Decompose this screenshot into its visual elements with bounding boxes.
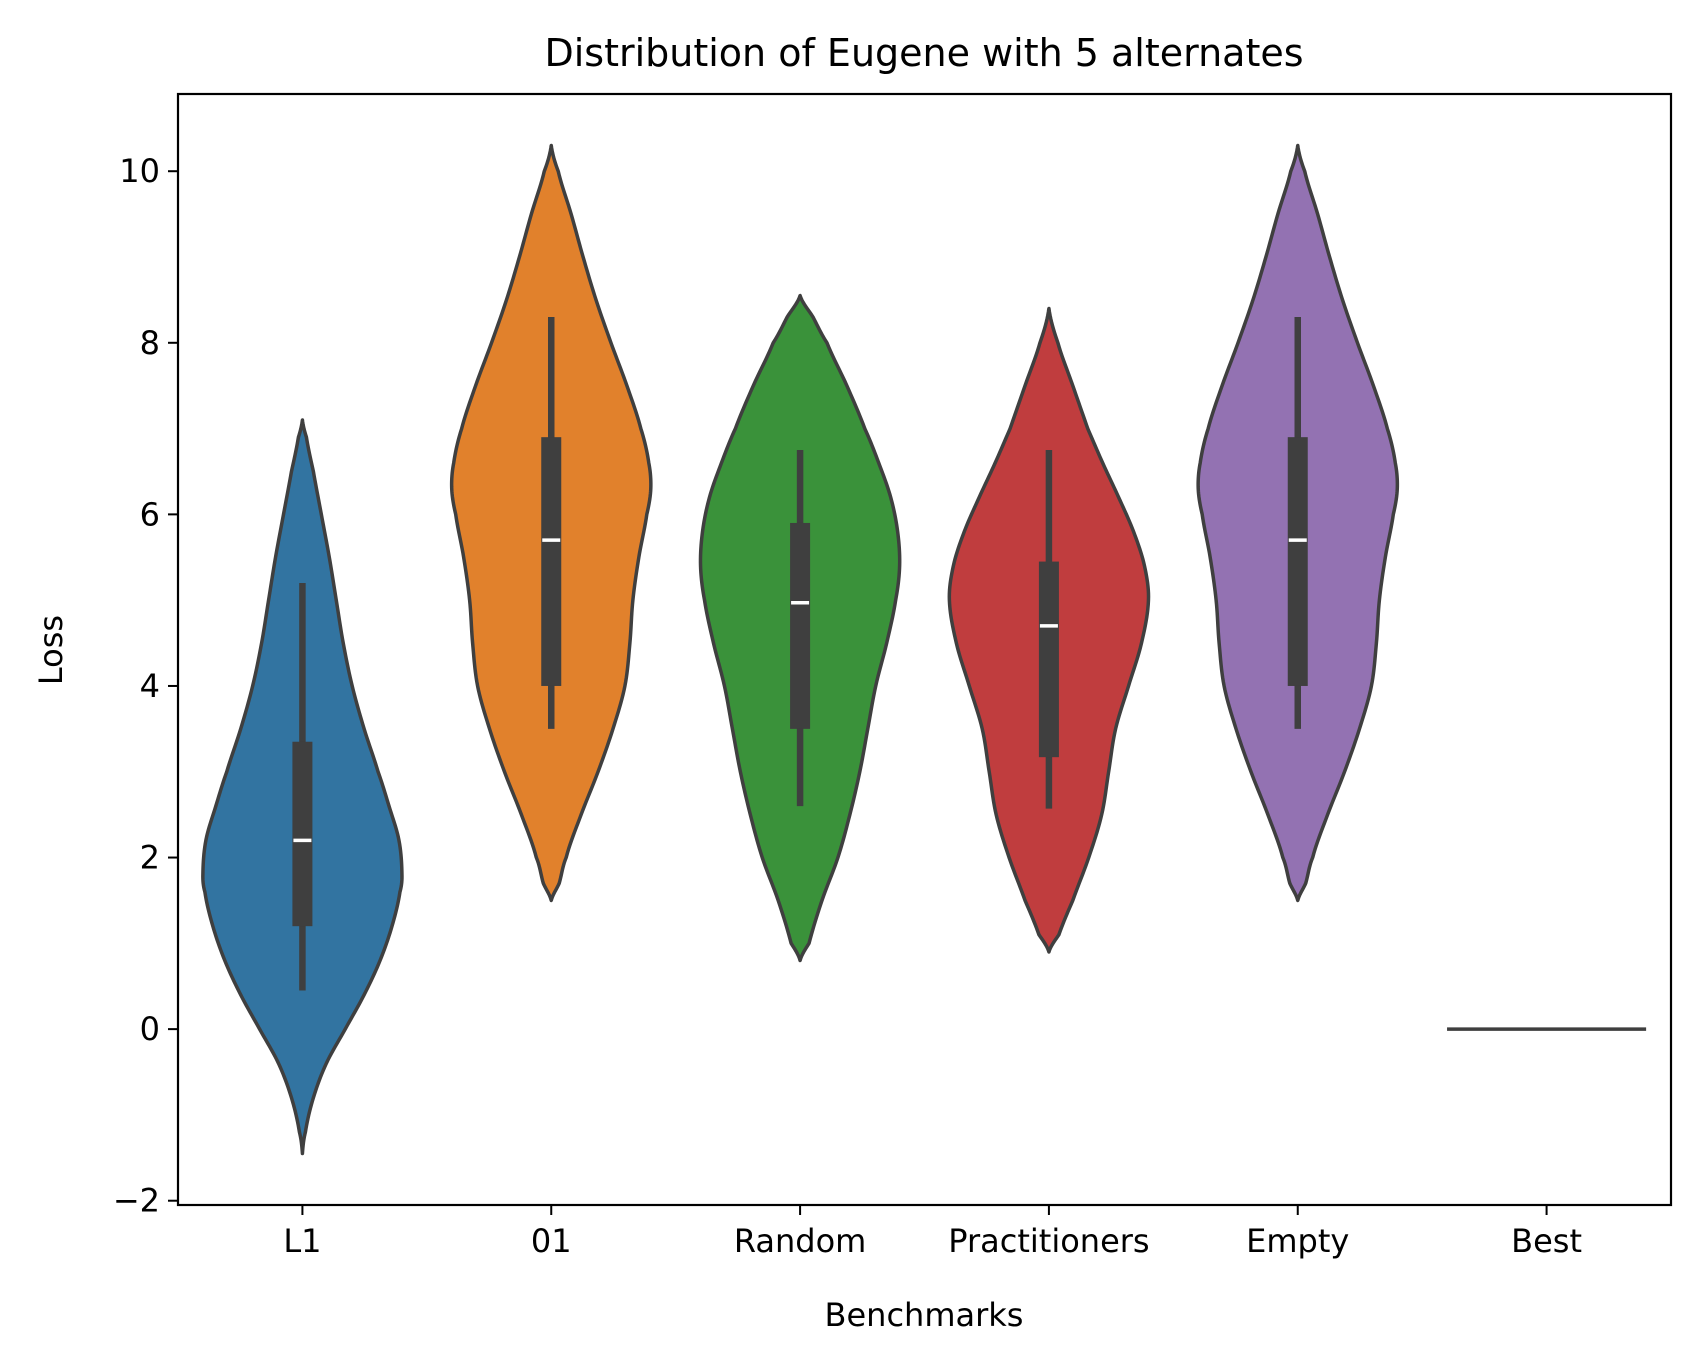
x-axis: L1 01 Random Practitioners Empty Best (283, 1205, 1582, 1260)
y-tick-label: −2 (113, 1182, 160, 1220)
violin-empty (1196, 143, 1400, 903)
violin-iqr-box (1287, 437, 1308, 686)
x-tick-label: Random (734, 1222, 866, 1260)
y-tick-label: 4 (140, 667, 160, 705)
violin-random (698, 293, 902, 963)
violin-iqr-box (292, 741, 313, 927)
plot-frame (176, 92, 1673, 1207)
violin-iqr-box (1038, 561, 1059, 758)
x-tick-label: L1 (283, 1222, 321, 1260)
violin-practitioners (947, 306, 1151, 954)
y-tick-label: 8 (140, 324, 160, 362)
chart-title: Distribution of Eugene with 5 alternates (544, 31, 1303, 75)
y-tick-label: 2 (140, 839, 160, 877)
violin-iqr-box (541, 437, 562, 686)
violin-iqr-box (790, 522, 811, 729)
x-tick-label: Best (1511, 1222, 1582, 1260)
x-axis-title: Benchmarks (825, 1296, 1024, 1334)
x-tick-label: Practitioners (948, 1222, 1149, 1260)
y-axis: −2 0 2 4 6 8 10 (113, 152, 178, 1220)
violin-01 (449, 143, 653, 903)
x-tick-label: 01 (531, 1222, 572, 1260)
y-tick-label: 0 (140, 1010, 160, 1048)
violins-layer (201, 143, 1647, 1156)
y-tick-label: 10 (119, 152, 160, 190)
violin-l1 (201, 418, 404, 1156)
y-tick-label: 6 (140, 495, 160, 533)
y-axis-title: Loss (32, 615, 70, 685)
x-tick-label: Empty (1246, 1222, 1349, 1260)
